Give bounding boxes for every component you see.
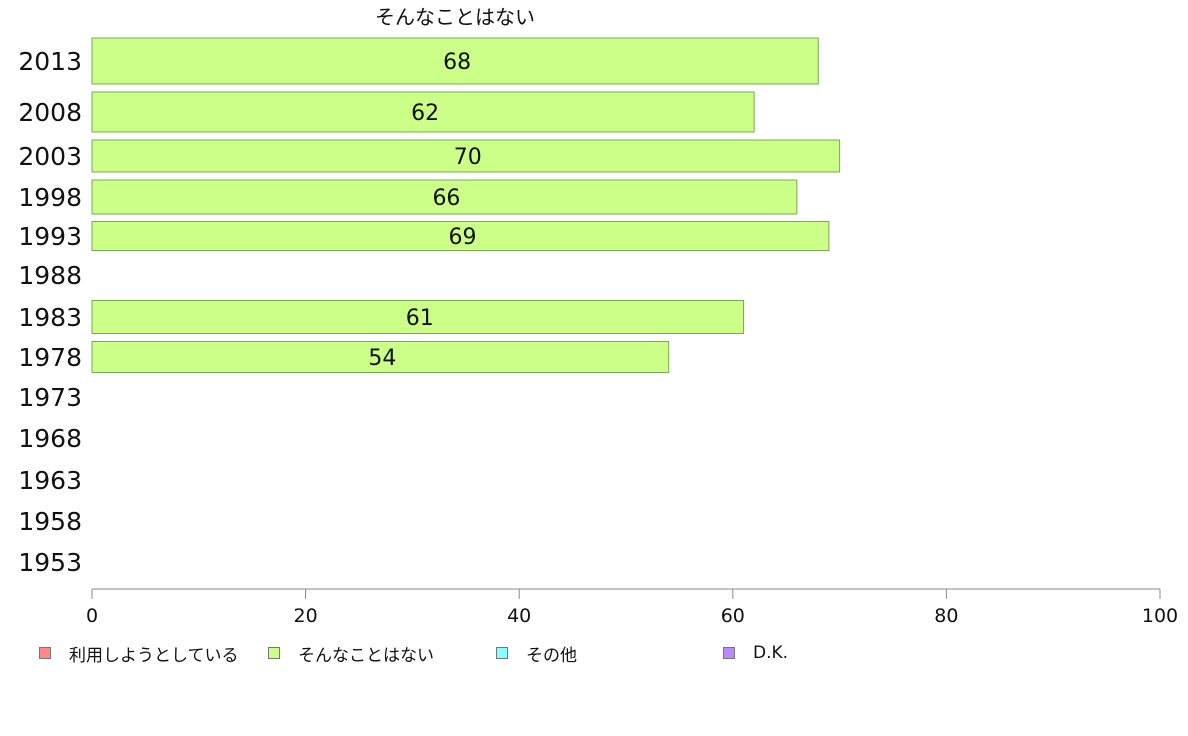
bar-1983 bbox=[91, 300, 744, 334]
legend-label: そんなことはない bbox=[298, 645, 434, 666]
y-tick-label-1973: 1973 bbox=[18, 383, 82, 412]
y-tick-label-1993: 1993 bbox=[18, 222, 82, 251]
bar-value-2008: 62 bbox=[411, 101, 439, 126]
legend-swatch bbox=[723, 647, 735, 659]
bar-value-1993: 69 bbox=[448, 225, 476, 250]
bar-1998 bbox=[91, 179, 798, 215]
legend-label: 利用しようとしている bbox=[69, 645, 239, 666]
legend-item-2: その他 bbox=[496, 641, 577, 666]
legend-swatch bbox=[496, 647, 508, 659]
chart-plot: そんなことはない 2013 2008 2003 1998 1993 1988 1983 1978… bbox=[18, 5, 1178, 627]
y-tick-label-2013: 2013 bbox=[18, 47, 82, 76]
legend-swatch bbox=[268, 647, 280, 659]
y-tick-label-1968: 1968 bbox=[18, 424, 82, 453]
y-tick-label-1953: 1953 bbox=[18, 548, 82, 577]
bar-value-2013: 68 bbox=[443, 50, 471, 75]
legend-swatch bbox=[39, 647, 51, 659]
legend: 利用しようとしている そんなことはない その他 D.K. bbox=[0, 641, 1188, 666]
legend-label: D.K. bbox=[753, 643, 789, 663]
y-tick-label-1958: 1958 bbox=[18, 507, 82, 536]
chart-title: そんなことはない bbox=[375, 5, 535, 29]
bar-2008 bbox=[91, 91, 755, 133]
x-tick-label-100: 100 bbox=[1142, 605, 1178, 627]
x-tick-label-20: 20 bbox=[294, 605, 318, 627]
bar-value-1983: 61 bbox=[406, 306, 434, 331]
x-tick-label-40: 40 bbox=[507, 605, 531, 627]
legend-item-3: D.K. bbox=[723, 641, 788, 665]
y-tick-label-1998: 1998 bbox=[18, 183, 82, 212]
x-tick-label-80: 80 bbox=[934, 605, 958, 627]
legend-item-1: そんなことはない bbox=[268, 641, 434, 666]
bar-2003 bbox=[91, 139, 841, 173]
y-tick-label-1963: 1963 bbox=[18, 466, 82, 495]
x-tick-label-0: 0 bbox=[86, 605, 98, 627]
bar-value-1978: 54 bbox=[368, 346, 396, 371]
bar-1978 bbox=[91, 341, 670, 373]
y-tick-label-2008: 2008 bbox=[18, 98, 82, 127]
bar-1993 bbox=[91, 221, 830, 251]
y-tick-label-1988: 1988 bbox=[18, 261, 82, 290]
x-tick-label-60: 60 bbox=[721, 605, 745, 627]
y-tick-label-2003: 2003 bbox=[18, 142, 82, 171]
bar-value-1998: 66 bbox=[432, 186, 460, 211]
bar-value-2003: 70 bbox=[454, 145, 482, 170]
legend-label: その他 bbox=[526, 645, 577, 666]
y-tick-label-1978: 1978 bbox=[18, 343, 82, 372]
bar-2013 bbox=[91, 37, 819, 85]
legend-item-0: 利用しようとしている bbox=[39, 641, 239, 666]
y-tick-label-1983: 1983 bbox=[18, 303, 82, 332]
